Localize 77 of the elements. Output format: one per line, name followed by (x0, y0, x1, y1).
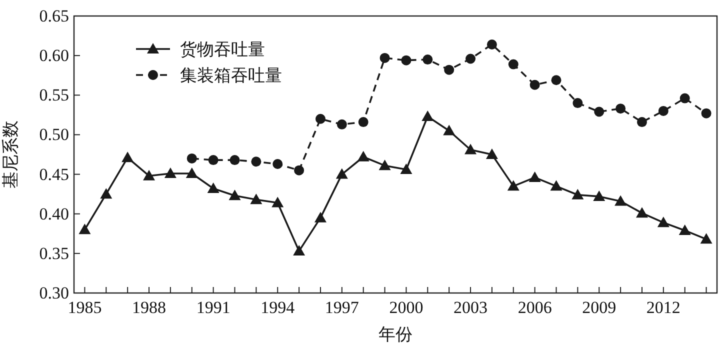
point (357, 150, 370, 162)
point (464, 144, 477, 154)
point (614, 195, 627, 206)
legend-label: 货物吞吐量 (180, 40, 265, 59)
legend-label: 集装箱吞吐量 (180, 66, 282, 85)
x-axis-title: 年份 (378, 325, 412, 344)
x-tick-label: 2009 (582, 298, 616, 317)
y-tick-label: 0.55 (39, 86, 69, 105)
point (293, 245, 306, 256)
point (208, 155, 218, 166)
point (207, 182, 220, 194)
point (358, 117, 368, 128)
point (272, 158, 283, 169)
point (315, 114, 326, 124)
point (486, 148, 498, 159)
y-tick-label: 0.30 (39, 284, 69, 302)
point (680, 93, 690, 104)
point (700, 233, 712, 244)
point (78, 224, 91, 234)
x-tick-label: 1988 (132, 298, 166, 317)
y-tick-label: 0.50 (39, 125, 69, 144)
x-tick-label: 1994 (260, 298, 296, 317)
point (143, 170, 156, 180)
point (466, 54, 476, 64)
point (100, 188, 112, 199)
point (658, 106, 668, 116)
point (228, 190, 241, 200)
point (186, 153, 197, 164)
point (550, 180, 562, 191)
point (616, 104, 626, 114)
x-tick-label: 2003 (454, 298, 488, 317)
point (657, 216, 670, 228)
point (593, 190, 606, 201)
point (444, 64, 454, 75)
point (378, 160, 391, 170)
y-tick-label: 0.40 (39, 204, 69, 224)
point (594, 106, 604, 117)
y-tick-label: 0.60 (39, 46, 69, 66)
x-tick-label: 2012 (646, 298, 680, 317)
point (314, 212, 326, 222)
x-tick-label: 1991 (196, 298, 230, 317)
point (636, 117, 647, 128)
point (122, 152, 134, 162)
y-tick-label: 0.35 (39, 244, 69, 263)
point (572, 98, 583, 108)
point (701, 108, 712, 118)
y-axis-title: 基尼系数 (1, 120, 20, 188)
x-tick-label: 2006 (518, 298, 552, 317)
point (251, 156, 262, 167)
x-tick-label: 2000 (389, 298, 424, 317)
point (636, 207, 648, 218)
point (230, 155, 240, 166)
point (250, 194, 262, 204)
point (422, 54, 433, 65)
point (551, 75, 562, 86)
point (486, 39, 497, 50)
point (507, 180, 520, 191)
point (443, 124, 456, 136)
point (186, 167, 198, 178)
point (530, 80, 540, 90)
point (422, 110, 434, 122)
x-tick-label: 1985 (68, 298, 102, 317)
point (272, 196, 284, 208)
point (572, 188, 584, 200)
point (400, 164, 412, 174)
point (294, 165, 304, 176)
point (678, 224, 691, 235)
point (336, 168, 348, 179)
x-tick-label: 1997 (324, 298, 360, 317)
point (508, 59, 518, 70)
point (380, 52, 390, 63)
y-tick-label: 0.65 (39, 6, 69, 26)
y-tick-label: 0.45 (39, 164, 69, 184)
point (528, 171, 541, 182)
point (401, 55, 412, 66)
point (164, 167, 176, 178)
point (336, 119, 347, 130)
